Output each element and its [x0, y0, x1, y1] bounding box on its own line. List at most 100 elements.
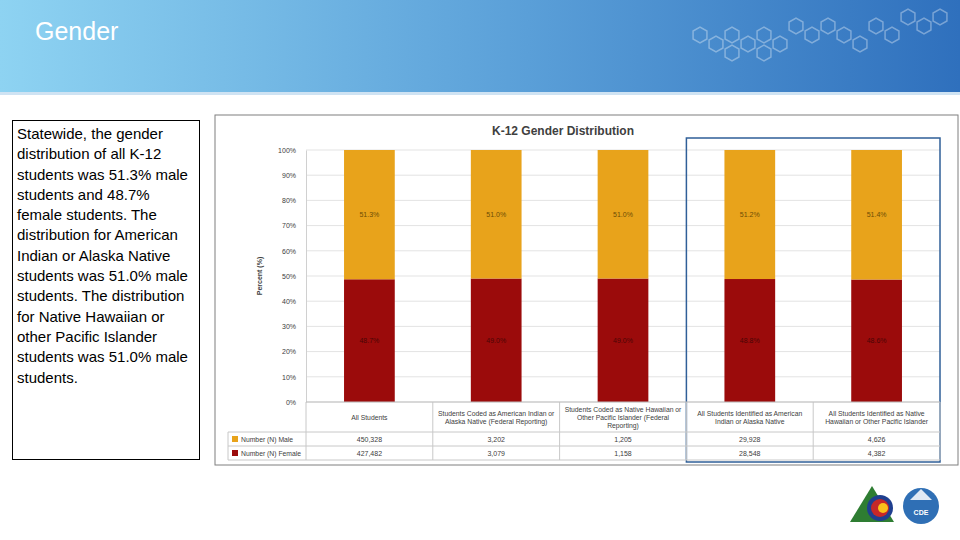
logo-cde-badge — [903, 488, 939, 524]
y-tick-label: 20% — [282, 348, 296, 355]
body-text: Statewide, the gender distribution of al… — [12, 120, 200, 460]
hexagon — [917, 18, 931, 34]
count-label: 3,202 — [487, 436, 505, 443]
table-rule — [559, 402, 560, 460]
y-tick-label: 50% — [282, 273, 296, 280]
data-label: 48.7% — [359, 337, 379, 344]
logo-mountain — [850, 486, 894, 522]
data-label: 51.4% — [867, 211, 887, 218]
y-tick-label: 70% — [282, 222, 296, 229]
logos: CDE — [850, 486, 939, 524]
y-axis-title: Percent (%) — [256, 257, 264, 296]
data-label: 49.0% — [613, 337, 633, 344]
category-label: Students Coded as Native Hawaiian orOthe… — [565, 406, 682, 430]
legend-swatch — [232, 450, 238, 456]
table-rule — [306, 402, 307, 460]
category-label: All Students Identified as NativeHawaiia… — [825, 410, 928, 425]
bars — [344, 150, 902, 402]
hexagon — [773, 36, 787, 52]
hexagon — [725, 27, 739, 43]
y-tick-label: 80% — [282, 197, 296, 204]
bar-segment — [724, 279, 775, 402]
count-label: 28,548 — [739, 450, 761, 457]
count-label: 427,482 — [357, 450, 382, 457]
data-label: 51.0% — [613, 211, 633, 218]
header-decoration — [693, 9, 947, 61]
y-tick: 100% — [278, 147, 306, 154]
bar-segment — [598, 279, 649, 402]
data-label: 51.0% — [486, 211, 506, 218]
highlight-box — [686, 138, 940, 462]
category-label: All Students Identified as AmericanIndia… — [697, 410, 802, 425]
y-tick: 70% — [282, 222, 306, 229]
category-label-line: Other Pacific Islander (Federal — [577, 414, 670, 422]
data-label: 51.2% — [740, 211, 760, 218]
hexagon — [805, 27, 819, 43]
hexagon — [693, 27, 707, 43]
y-tick: 40% — [282, 298, 306, 305]
header-rule — [0, 92, 960, 95]
category-label-line: Students Coded as Native Hawaiian or — [565, 406, 682, 413]
legend-swatch — [232, 436, 238, 442]
table-rule — [228, 432, 229, 460]
y-tick: 90% — [282, 172, 306, 179]
legend-label: Number (N) Male — [241, 436, 293, 444]
logo-c-center — [878, 503, 888, 513]
y-tick-label: 0% — [286, 399, 296, 406]
count-label: 29,928 — [739, 436, 761, 443]
hexagon — [757, 45, 771, 61]
y-axis-line — [306, 151, 307, 403]
bar-segment — [851, 280, 902, 402]
table-rule — [940, 402, 941, 460]
category-label-line: All Students Identified as American — [697, 410, 802, 417]
hexagon — [837, 27, 851, 43]
category-label-line: Reporting) — [607, 422, 639, 430]
hexagon — [821, 18, 835, 34]
logo-cde-roof — [910, 489, 932, 500]
chart-frame — [215, 115, 958, 465]
data-label: 48.6% — [867, 337, 887, 344]
hexagon — [725, 45, 739, 61]
data-table: All Students Students Coded as American I… — [228, 402, 940, 460]
x-axis-line — [306, 402, 940, 403]
y-tick-label: 30% — [282, 323, 296, 330]
table-rule — [228, 460, 940, 461]
legend-label: Number (N) Female — [241, 450, 301, 458]
category-label: Students Coded as American Indian orAlas… — [438, 410, 555, 426]
table-rule — [228, 432, 940, 433]
bar-segment — [344, 279, 395, 402]
grid — [306, 150, 940, 402]
category-label-line: Hawaiian or Other Pacific Islander — [825, 418, 928, 425]
count-label: 3,079 — [487, 450, 505, 457]
y-tick: 20% — [282, 348, 306, 355]
hexagon — [933, 9, 947, 25]
data-label: 49.0% — [486, 337, 506, 344]
grid-line — [306, 402, 940, 403]
y-tick: 80% — [282, 197, 306, 204]
data-label: 51.3% — [359, 211, 379, 218]
logo-circle — [867, 495, 893, 521]
slide: Gender K-12 Gender Distribution 0% 10% 20% 30… — [0, 0, 960, 540]
category-label-line: All Students — [351, 414, 388, 421]
slide-title: Gender — [35, 17, 118, 45]
hexagon — [709, 36, 723, 52]
hexagon — [901, 9, 915, 25]
y-tick-label: 90% — [282, 172, 296, 179]
y-tick: 50% — [282, 273, 306, 280]
hexagon — [853, 36, 867, 52]
y-tick-label: 10% — [282, 374, 296, 381]
count-label: 1,205 — [614, 436, 632, 443]
table-rule — [686, 402, 687, 460]
category-label-line: All Students Identified as Native — [829, 410, 925, 417]
bar-segment — [471, 150, 522, 279]
table-rule — [432, 402, 433, 460]
data-labels: 48.7%51.3%49.0%51.0%49.0%51.0%48.8%51.2%… — [359, 211, 886, 345]
bar-segment — [471, 279, 522, 402]
hexagon — [789, 18, 803, 34]
category-label: All Students — [351, 414, 388, 421]
table-rule — [228, 446, 940, 447]
table-rule — [813, 402, 814, 460]
category-label-line: Indian or Alaska Native — [715, 418, 785, 425]
chart-title: K-12 Gender Distribution — [492, 124, 634, 138]
y-tick: 10% — [282, 374, 306, 381]
